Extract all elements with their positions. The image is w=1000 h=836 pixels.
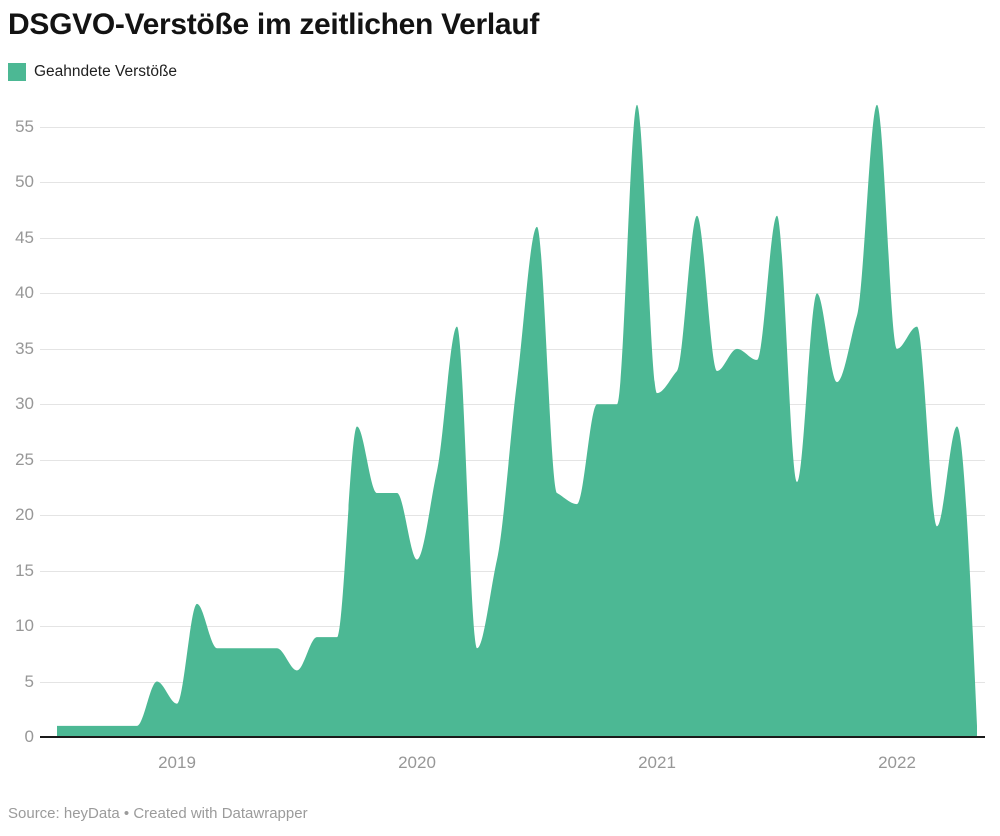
chart-title: DSGVO-Verstöße im zeitlichen Verlauf	[8, 8, 540, 41]
y-tick-label: 25	[15, 450, 34, 469]
y-tick-label: 35	[15, 339, 34, 358]
y-gridline	[40, 238, 985, 239]
legend: Geahndete Verstöße	[8, 63, 177, 81]
x-axis-baseline	[40, 736, 985, 738]
area-path	[57, 104, 977, 737]
y-tick-label: 5	[24, 672, 34, 691]
y-tick-label: 45	[15, 228, 34, 247]
y-gridline	[40, 404, 985, 405]
x-tick-label: 2022	[878, 753, 916, 772]
y-tick-label: 30	[15, 394, 34, 413]
y-gridline	[40, 349, 985, 350]
x-tick-label: 2019	[158, 753, 196, 772]
x-tick-label: 2020	[398, 753, 436, 772]
y-tick-label: 20	[15, 505, 34, 524]
x-tick-label: 2021	[638, 753, 676, 772]
source-line: Source: heyData • Created with Datawrapp…	[8, 805, 308, 822]
legend-label: Geahndete Verstöße	[34, 63, 178, 80]
y-tick-label: 0	[24, 727, 34, 746]
y-gridline	[40, 127, 985, 128]
y-gridline	[40, 293, 985, 294]
legend-swatch	[8, 63, 26, 81]
y-tick-label: 15	[15, 561, 34, 580]
y-tick-label: 55	[15, 117, 34, 136]
y-tick-label: 50	[15, 172, 34, 191]
y-tick-label: 10	[15, 616, 34, 635]
y-tick-label: 40	[15, 283, 34, 302]
y-gridline	[40, 182, 985, 183]
